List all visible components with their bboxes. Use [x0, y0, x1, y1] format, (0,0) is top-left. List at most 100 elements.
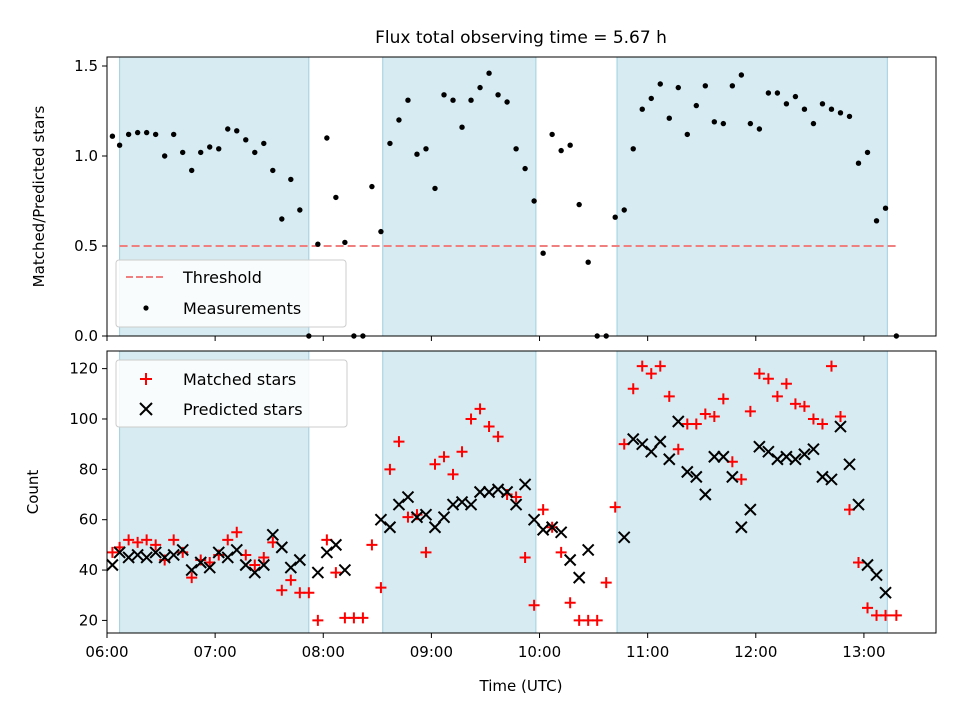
matched-stars-point	[474, 403, 486, 415]
matched-stars-point	[789, 398, 801, 410]
predicted-stars-point	[843, 458, 856, 471]
top-y-tick-label: 0.0	[74, 327, 98, 345]
measurement-point	[693, 102, 700, 109]
predicted-stars-point	[618, 531, 631, 544]
predicted-stars-point	[106, 558, 119, 572]
matched-stars-point	[222, 534, 234, 546]
predicted-stars-point	[140, 551, 153, 564]
matched-stars-point	[600, 577, 612, 589]
measurement-point	[468, 97, 474, 103]
measurement-point	[125, 131, 132, 138]
predicted-stars-point	[753, 440, 766, 453]
bottom-legend: Matched stars Predicted stars	[115, 359, 348, 428]
predicted-stars-point	[446, 498, 460, 511]
measurement-point	[639, 106, 645, 112]
matched-stars-point	[420, 546, 432, 558]
matched-stars-point	[303, 587, 315, 599]
matched-stars-point	[591, 614, 603, 626]
matched-legend-icon	[140, 373, 152, 385]
measurements-legend-icon	[143, 305, 149, 311]
matched-stars-point	[330, 567, 342, 579]
predicted-stars-point	[176, 543, 189, 557]
matched-stars-point	[465, 413, 477, 425]
measurement-point	[720, 120, 727, 127]
predicted-stars-point	[257, 558, 270, 572]
predicted-stars-point	[690, 470, 703, 484]
matched-stars-point	[483, 421, 495, 433]
measurements-legend-label: Measurements	[183, 299, 301, 318]
matched-stars-point	[699, 408, 711, 420]
x-tick-label: 12:00	[734, 643, 777, 661]
predicted-stars-point	[248, 566, 261, 579]
measurement-point	[558, 147, 564, 154]
predicted-stars-point	[320, 546, 334, 559]
measurement-point	[819, 101, 826, 107]
predicted-stars-point	[329, 538, 343, 552]
predicted-stars-point	[518, 478, 532, 491]
matched-stars-point	[186, 572, 198, 584]
measurement-point	[792, 93, 799, 100]
predicted-stars-point	[870, 568, 883, 582]
measurement-point	[170, 131, 177, 138]
matched-stars-point	[853, 557, 865, 568]
measurement-point	[134, 129, 141, 136]
measurement-point	[648, 95, 654, 102]
x-tick-label: 10:00	[518, 643, 561, 661]
measurement-point	[675, 84, 681, 91]
matched-stars-point	[492, 431, 504, 443]
predicted-stars-point	[419, 508, 433, 521]
measurement-point	[504, 99, 510, 105]
predicted-stars-point	[563, 553, 577, 567]
predicted-stars-point	[744, 503, 757, 516]
measurement-point	[783, 101, 790, 107]
bottom-panel: 06:00 07:00 08:00 09:00 10:00 11:00 12:00 13:00…	[24, 350, 937, 695]
predicted-stars-point	[825, 473, 838, 486]
measurement-point	[612, 214, 618, 220]
predicted-stars-point	[771, 453, 784, 466]
figure-title: Flux total observing time = 5.67 h	[375, 28, 667, 48]
bottom-y-tick-label: 120	[69, 360, 98, 378]
measurement-point	[585, 259, 591, 265]
measurement-point	[810, 120, 817, 127]
predicted-stars-point	[627, 432, 640, 446]
threshold-legend-label: Threshold	[182, 268, 262, 287]
matched-stars-point	[402, 511, 414, 523]
matched-stars-point	[366, 539, 378, 551]
x-tick-label: 13:00	[842, 643, 885, 661]
predicted-stars-points	[106, 415, 892, 599]
matched-stars-point	[141, 534, 153, 546]
matched-legend-label: Matched stars	[183, 370, 296, 389]
matched-stars-point	[168, 534, 180, 546]
predicted-stars-point	[554, 526, 568, 539]
measurement-point	[738, 72, 745, 78]
matched-stars-point	[825, 360, 837, 372]
predicted-stars-point	[455, 495, 469, 509]
matched-stars-point	[627, 383, 639, 395]
bottom-y-tick-label: 20	[79, 611, 98, 629]
measurement-point	[765, 90, 772, 96]
x-tick-label: 08:00	[302, 643, 345, 661]
matched-stars-point	[717, 393, 729, 405]
predicted-stars-point	[879, 586, 892, 599]
predicted-stars-point	[284, 561, 298, 574]
predicted-stars-point	[789, 453, 802, 466]
measurement-point	[828, 106, 835, 112]
predicted-stars-point	[491, 483, 505, 496]
predicted-stars-point	[762, 445, 775, 458]
measurement-point	[513, 146, 519, 152]
matched-stars-point	[862, 602, 874, 614]
predicted-stars-point	[681, 465, 694, 479]
matched-stars-point	[132, 536, 144, 548]
matched-stars-point	[708, 410, 720, 422]
matched-stars-point	[555, 546, 567, 558]
measurement-point	[297, 207, 303, 213]
bottom-plot-frame	[106, 350, 937, 634]
predicted-stars-point	[708, 450, 721, 463]
top-x-ticks	[106, 336, 865, 341]
bottom-observing-window-2	[616, 350, 888, 634]
matched-stars-point	[231, 526, 243, 538]
measurement-point	[630, 146, 636, 152]
matched-stars-point	[609, 501, 621, 513]
predicted-stars-point	[654, 435, 667, 448]
measurement-point	[198, 149, 204, 156]
